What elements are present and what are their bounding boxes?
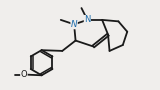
Text: O: O (21, 70, 27, 79)
Text: N: N (84, 15, 91, 24)
Text: N: N (71, 20, 77, 29)
